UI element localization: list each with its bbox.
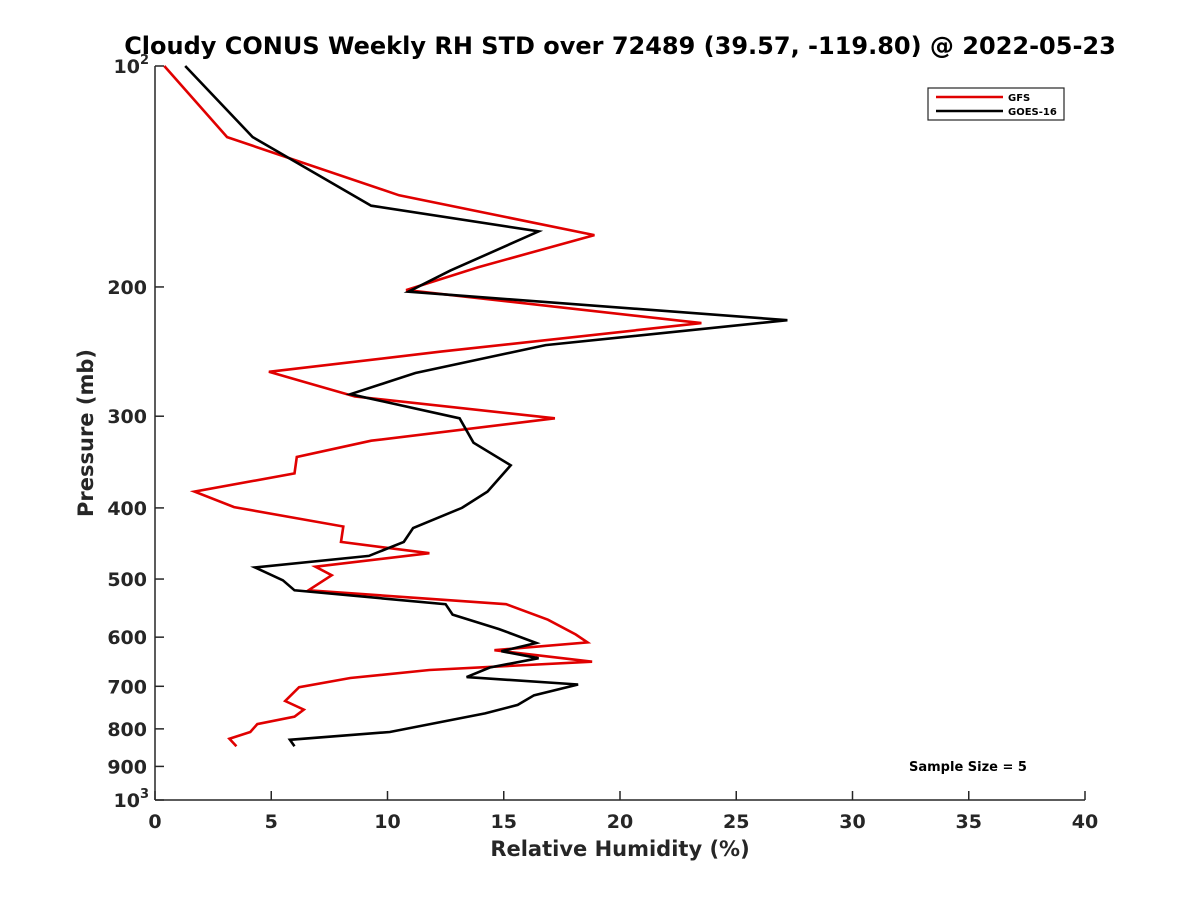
y-tick-label: 400 — [107, 498, 147, 520]
axes — [154, 66, 1085, 801]
x-tick-label: 20 — [607, 811, 633, 833]
y-tick-label: 500 — [107, 569, 147, 591]
x-tick-label: 0 — [148, 811, 161, 833]
legend-label-goes-16: GOES-16 — [1008, 107, 1057, 118]
y-tick-label: 800 — [107, 719, 147, 741]
y-tick-label: 300 — [107, 406, 147, 428]
x-tick-label: 25 — [723, 811, 749, 833]
x-tick-label: 15 — [491, 811, 517, 833]
y-ticks: 102 200 300 400 500 600 700 800 900 103 — [107, 53, 164, 812]
x-ticks: 0 5 10 15 20 25 30 35 40 — [148, 791, 1098, 833]
series-line-goes-16 — [184, 65, 788, 748]
y-tick-label: 200 — [107, 277, 147, 299]
x-axis-label: Relative Humidity (%) — [490, 837, 749, 861]
legend-label-gfs: GFS — [1008, 93, 1030, 104]
x-tick-label: 5 — [265, 811, 278, 833]
y-tick-label: 900 — [107, 756, 147, 778]
legend-box — [927, 87, 1065, 121]
series-line-gfs — [163, 65, 702, 748]
x-tick-label: 35 — [956, 811, 982, 833]
sample-size-annotation: Sample Size = 5 — [909, 760, 1027, 775]
y-tick-label: 103 — [114, 787, 150, 812]
x-tick-label: 30 — [839, 811, 865, 833]
y-axis-label: Pressure (mb) — [74, 349, 98, 517]
y-tick-label: 700 — [107, 676, 147, 698]
x-tick-label: 10 — [374, 811, 400, 833]
legend: GFS GOES-16 — [927, 87, 1065, 121]
series-lines — [163, 65, 788, 748]
y-tick-label: 600 — [107, 627, 147, 649]
x-tick-label: 40 — [1072, 811, 1098, 833]
y-tick-label: 102 — [114, 53, 150, 78]
chart-title: Cloudy CONUS Weekly RH STD over 72489 (3… — [124, 32, 1116, 60]
